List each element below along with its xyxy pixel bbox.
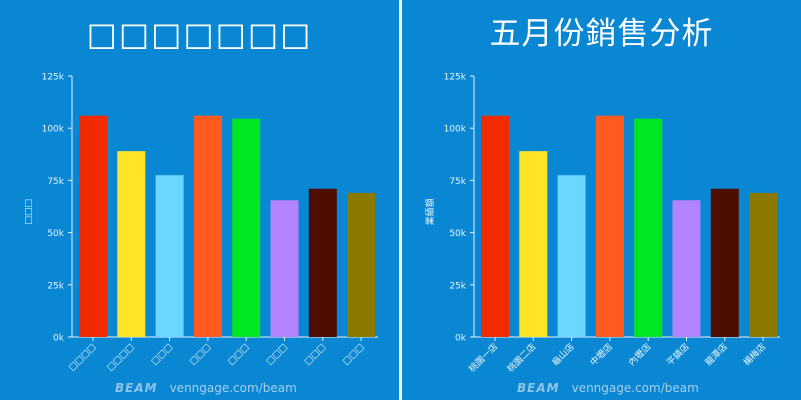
watermark: BEAM venngage.com/beam xyxy=(517,380,699,396)
y-tick-label: 75k xyxy=(47,177,64,187)
bar xyxy=(557,175,586,337)
x-tick-label: □□□ xyxy=(265,342,290,367)
bar xyxy=(270,200,299,337)
x-tick-label: □□□ xyxy=(303,342,328,367)
y-tick-label: 25k xyxy=(449,281,466,291)
watermark-brand: BEAM xyxy=(517,381,560,395)
y-tick-label: 25k xyxy=(47,281,64,291)
x-tick-label: □□□ xyxy=(341,342,366,367)
x-tick-label: □□□ xyxy=(188,342,213,367)
x-tick-label: □□□ xyxy=(150,342,175,367)
x-tick-label: 桃園二店 xyxy=(504,341,538,375)
watermark-url: venngage.com/beam xyxy=(169,381,297,395)
y-tick-label: 50k xyxy=(47,229,64,239)
bar xyxy=(308,188,337,337)
x-tick-label: 桃園一店 xyxy=(466,341,500,375)
bar xyxy=(749,192,778,337)
x-tick-label: 龍潭店 xyxy=(702,341,730,369)
y-tick-label: 125k xyxy=(42,73,65,83)
y-tick-label: 50k xyxy=(449,229,466,239)
bar xyxy=(519,151,548,337)
bar xyxy=(232,118,261,337)
chart-title: □□□□□□□ xyxy=(86,15,313,53)
bar xyxy=(79,115,107,337)
x-tick-label: 平鎮店 xyxy=(664,341,692,369)
bar xyxy=(595,115,624,337)
y-tick-label: 100k xyxy=(444,125,467,135)
y-tick-label: 100k xyxy=(42,125,65,135)
watermark-brand: BEAM xyxy=(115,381,158,395)
y-tick-label: 0k xyxy=(455,334,467,344)
y-tick-label: 125k xyxy=(444,73,467,83)
bar xyxy=(481,115,509,337)
y-tick-label: 0k xyxy=(53,334,65,344)
y-tick-label: 75k xyxy=(449,177,466,187)
bar xyxy=(117,151,146,337)
x-tick-label: 內壢店 xyxy=(626,341,654,369)
x-tick-label: □□□□ xyxy=(105,342,136,373)
bar xyxy=(155,175,184,337)
x-tick-label: 龜山店 xyxy=(549,341,577,369)
bar xyxy=(193,115,222,337)
bar xyxy=(347,192,376,337)
left-chart-panel: □□□□□□□ 0k 25k 50k 75k 100k 125k □□□ □□□□ □□□□ □□… xyxy=(0,0,399,400)
x-tick-label: 楊梅店 xyxy=(741,341,769,369)
bar xyxy=(710,188,739,337)
right-chart-panel: 五月份銷售分析 0k 25k 50k 75k 100k 125k 業績額桃園一店 桃園二店 龜山… xyxy=(402,0,801,400)
chart-title: 五月份銷售分析 xyxy=(489,16,714,52)
x-tick-label: □□□ xyxy=(226,342,251,367)
y-axis-title: 業績額 xyxy=(424,198,436,225)
watermark: BEAM venngage.com/beam xyxy=(115,380,297,396)
panel-divider xyxy=(399,0,402,400)
bar-chart-right: 0k 25k 50k 75k 100k 125k 業績額桃園一店 桃園二店 龜山店 中壢店 內壢店平… xyxy=(424,73,780,375)
bar xyxy=(672,200,701,337)
x-tick-label: 中壢店 xyxy=(587,341,615,369)
x-tick-label: □□□□ xyxy=(67,342,98,373)
watermark-url: venngage.com/beam xyxy=(571,381,699,395)
bar xyxy=(634,118,663,337)
y-axis-title: □□□ xyxy=(24,199,34,225)
